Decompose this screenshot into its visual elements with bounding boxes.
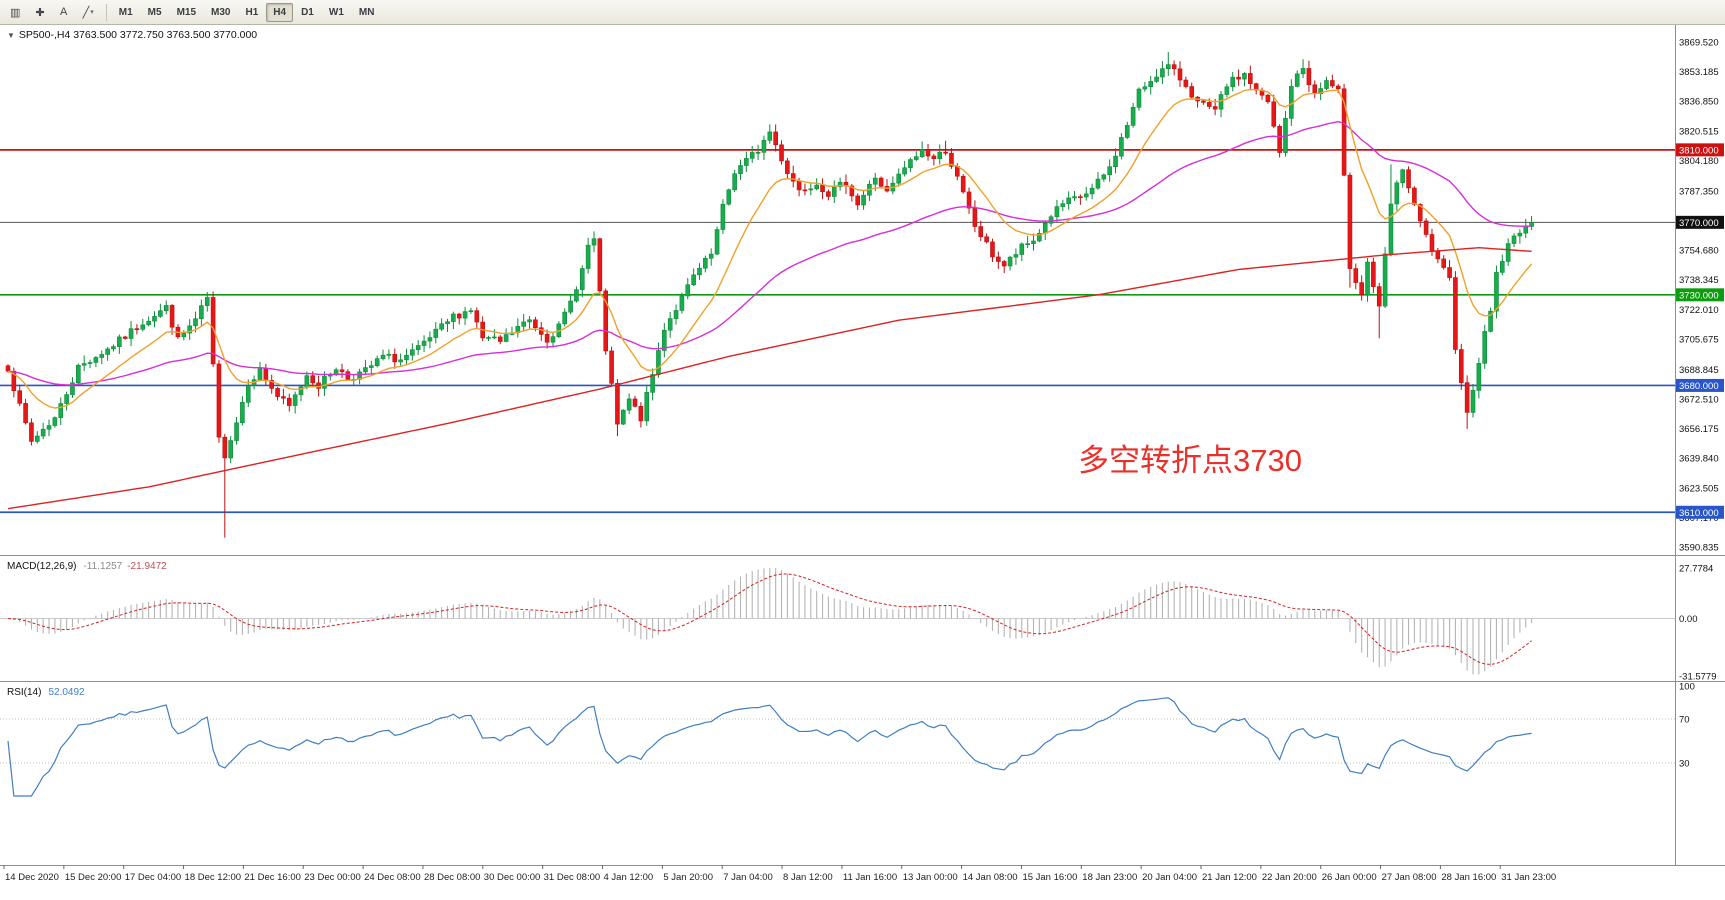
- macd-header: MACD(12,26,9) -11.1257 -21.9472: [7, 561, 167, 572]
- macd-main-value: -11.1257: [83, 561, 122, 572]
- svg-text:0.00: 0.00: [1679, 614, 1698, 625]
- svg-text:3680.000: 3680.000: [1679, 381, 1719, 392]
- timeframe-button-w1[interactable]: W1: [322, 3, 351, 22]
- macd-panel: [0, 568, 1675, 675]
- svg-text:3836.850: 3836.850: [1679, 97, 1719, 108]
- svg-text:7 Jan 04:00: 7 Jan 04:00: [723, 872, 773, 883]
- chart-marker-icon: ▼: [7, 31, 15, 40]
- svg-text:15 Dec 20:00: 15 Dec 20:00: [65, 872, 122, 883]
- svg-text:100: 100: [1679, 682, 1695, 693]
- timeframe-button-d1[interactable]: D1: [294, 3, 321, 22]
- svg-text:3853.185: 3853.185: [1679, 67, 1719, 78]
- svg-text:3590.835: 3590.835: [1679, 543, 1719, 554]
- svg-text:18 Jan 23:00: 18 Jan 23:00: [1082, 872, 1137, 883]
- trendline-tool-icon[interactable]: ╱ ▾: [76, 2, 101, 22]
- svg-text:27 Jan 08:00: 27 Jan 08:00: [1382, 872, 1437, 883]
- main-toolbar: ▥ ✚ A ╱ ▾ M1 M5 M15 M30 H1 H4 D1 W1 MN: [0, 0, 1725, 25]
- svg-text:3820.515: 3820.515: [1679, 126, 1719, 137]
- price-chart-svg[interactable]: ▼ SP500-,H4 3763.500 3772.750 3763.500 37…: [0, 25, 1725, 895]
- svg-text:11 Jan 16:00: 11 Jan 16:00: [843, 872, 897, 883]
- svg-text:70: 70: [1679, 715, 1690, 726]
- horizontal-lines-layer: [0, 149, 1675, 514]
- svg-text:5 Jan 20:00: 5 Jan 20:00: [663, 872, 713, 883]
- timeframe-button-mn[interactable]: MN: [352, 3, 382, 22]
- svg-text:3639.840: 3639.840: [1679, 454, 1719, 465]
- chart-window-icon[interactable]: ▥: [3, 2, 27, 22]
- time-axis: 14 Dec 2020 15 Dec 20:00 17 Dec 04:00 18 De…: [3, 865, 1556, 883]
- svg-text:3672.510: 3672.510: [1679, 394, 1719, 405]
- svg-text:3787.350: 3787.350: [1679, 186, 1719, 197]
- timeframe-button-m30[interactable]: M30: [204, 3, 237, 22]
- svg-text:3770.000: 3770.000: [1679, 218, 1719, 229]
- svg-text:24 Dec 08:00: 24 Dec 08:00: [364, 872, 421, 883]
- text-label-tool-icon[interactable]: A: [53, 2, 75, 22]
- svg-text:21 Dec 16:00: 21 Dec 16:00: [244, 872, 301, 883]
- svg-text:3754.680: 3754.680: [1679, 246, 1719, 257]
- svg-text:21 Jan 12:00: 21 Jan 12:00: [1202, 872, 1257, 883]
- crosshair-tool-icon[interactable]: ✚: [28, 2, 51, 22]
- svg-text:18 Dec 12:00: 18 Dec 12:00: [185, 872, 242, 883]
- svg-text:30 Dec 00:00: 30 Dec 00:00: [484, 872, 541, 883]
- timeframe-button-m15[interactable]: M15: [170, 3, 203, 22]
- timeframe-button-h4[interactable]: H4: [266, 2, 294, 22]
- timeframe-button-m5[interactable]: M5: [141, 3, 169, 22]
- candles-layer: [5, 52, 1534, 538]
- svg-text:4 Jan 12:00: 4 Jan 12:00: [604, 872, 654, 883]
- timeframe-button-h1[interactable]: H1: [238, 3, 265, 22]
- svg-text:3804.180: 3804.180: [1679, 156, 1719, 167]
- svg-text:30: 30: [1679, 759, 1690, 770]
- rsi-value: 52.0492: [48, 687, 85, 698]
- svg-text:3688.845: 3688.845: [1679, 365, 1719, 376]
- svg-text:3610.000: 3610.000: [1679, 508, 1719, 519]
- svg-text:3738.345: 3738.345: [1679, 275, 1719, 286]
- svg-text:14 Jan 08:00: 14 Jan 08:00: [963, 872, 1018, 883]
- svg-text:3623.505: 3623.505: [1679, 483, 1719, 494]
- svg-text:28 Jan 16:00: 28 Jan 16:00: [1441, 872, 1496, 883]
- svg-text:22 Jan 20:00: 22 Jan 20:00: [1262, 872, 1317, 883]
- moving-averages-layer: [7, 88, 1533, 510]
- svg-text:31 Dec 08:00: 31 Dec 08:00: [544, 872, 601, 883]
- rsi-header: RSI(14) 52.0492: [7, 687, 85, 698]
- svg-text:3656.175: 3656.175: [1679, 424, 1719, 435]
- svg-text:23 Dec 00:00: 23 Dec 00:00: [304, 872, 361, 883]
- drawing-tools-group: ▥ ✚ A ╱ ▾: [3, 2, 101, 22]
- svg-text:15 Jan 16:00: 15 Jan 16:00: [1022, 872, 1077, 883]
- timeframe-button-m1[interactable]: M1: [112, 3, 140, 22]
- dropdown-caret-icon: ▾: [90, 9, 94, 16]
- svg-text:3705.675: 3705.675: [1679, 334, 1719, 345]
- panel-borders: [0, 25, 1725, 866]
- svg-text:14 Dec 2020: 14 Dec 2020: [5, 872, 59, 883]
- svg-text:27.7784: 27.7784: [1679, 564, 1713, 575]
- svg-text:3722.010: 3722.010: [1679, 305, 1719, 316]
- toolbar-separator: [105, 3, 107, 21]
- svg-text:3869.520: 3869.520: [1679, 38, 1719, 49]
- svg-text:17 Dec 04:00: 17 Dec 04:00: [125, 872, 182, 883]
- macd-signal-value: -21.9472: [127, 561, 167, 572]
- svg-text:13 Jan 00:00: 13 Jan 00:00: [903, 872, 958, 883]
- svg-text:8 Jan 12:00: 8 Jan 12:00: [783, 872, 833, 883]
- svg-text:20 Jan 04:00: 20 Jan 04:00: [1142, 872, 1197, 883]
- svg-text:-31.5779: -31.5779: [1679, 672, 1717, 683]
- chart-ohlc-header: ▼ SP500-,H4 3763.500 3772.750 3763.500 37…: [7, 29, 257, 41]
- chinese-annotation: 多空转折点3730: [1078, 443, 1302, 478]
- price-axis: 3869.520 3853.185 3836.850 3820.515 3804.180…: [1676, 38, 1724, 770]
- chart-area[interactable]: ▼ SP500-,H4 3763.500 3772.750 3763.500 37…: [0, 25, 1725, 895]
- svg-text:3810.000: 3810.000: [1679, 145, 1719, 156]
- timeframe-buttons-group: M1 M5 M15 M30 H1 H4 D1 W1 MN: [112, 2, 382, 22]
- svg-text:28 Dec 08:00: 28 Dec 08:00: [424, 872, 481, 883]
- svg-text:3730.000: 3730.000: [1679, 290, 1719, 301]
- svg-text:31 Jan 23:00: 31 Jan 23:00: [1501, 872, 1556, 883]
- rsi-panel: [0, 697, 1675, 797]
- svg-text:26 Jan 00:00: 26 Jan 00:00: [1322, 872, 1377, 883]
